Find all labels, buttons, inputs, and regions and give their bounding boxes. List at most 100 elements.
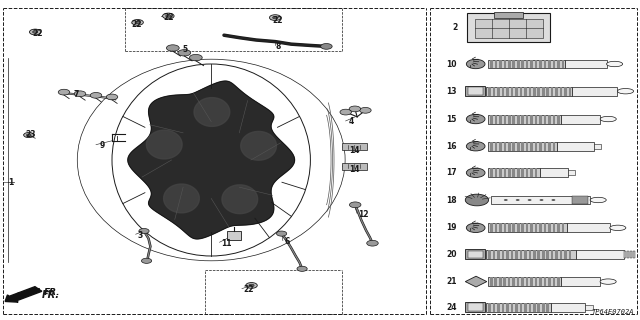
Bar: [342, 163, 367, 170]
Bar: [488, 303, 491, 312]
Bar: [548, 223, 551, 232]
Polygon shape: [147, 130, 182, 159]
Bar: [508, 223, 511, 232]
Bar: [533, 87, 536, 96]
Bar: [504, 60, 506, 68]
Text: 2: 2: [452, 23, 458, 32]
Text: 7: 7: [74, 90, 79, 99]
Bar: [548, 115, 551, 124]
Bar: [490, 115, 493, 124]
Circle shape: [360, 108, 371, 113]
Circle shape: [467, 114, 485, 124]
Bar: [551, 250, 554, 259]
Bar: [634, 251, 636, 258]
Bar: [511, 87, 513, 96]
Bar: [529, 250, 531, 259]
Text: 21: 21: [446, 277, 456, 286]
Bar: [499, 277, 502, 286]
Bar: [531, 142, 533, 151]
Bar: [548, 142, 551, 151]
Bar: [475, 19, 543, 38]
Bar: [538, 87, 540, 96]
Text: 10: 10: [446, 60, 456, 68]
Circle shape: [504, 199, 508, 201]
Bar: [526, 115, 529, 124]
Bar: [495, 60, 497, 68]
Circle shape: [178, 50, 191, 56]
Bar: [526, 277, 529, 286]
Circle shape: [273, 16, 278, 19]
Bar: [544, 115, 547, 124]
Text: 9: 9: [99, 141, 104, 150]
Bar: [488, 250, 491, 259]
Circle shape: [516, 199, 520, 201]
Bar: [522, 60, 524, 68]
Polygon shape: [164, 184, 199, 213]
Bar: [553, 60, 556, 68]
Bar: [520, 87, 522, 96]
Bar: [568, 170, 575, 175]
Bar: [486, 250, 576, 259]
Polygon shape: [465, 276, 487, 287]
Bar: [515, 303, 518, 312]
Bar: [522, 168, 524, 177]
Bar: [502, 87, 504, 96]
Bar: [495, 277, 497, 286]
Bar: [468, 87, 483, 95]
Polygon shape: [222, 185, 258, 214]
Bar: [508, 115, 511, 124]
Bar: [564, 87, 567, 96]
Bar: [488, 277, 561, 286]
Bar: [522, 142, 524, 151]
Bar: [513, 115, 515, 124]
Bar: [490, 168, 493, 177]
Text: 18: 18: [446, 196, 457, 204]
Text: 15: 15: [446, 115, 456, 124]
Bar: [535, 115, 538, 124]
Bar: [342, 143, 367, 150]
Bar: [556, 87, 558, 96]
Bar: [493, 303, 495, 312]
Bar: [495, 115, 497, 124]
Text: 14: 14: [349, 165, 359, 174]
Bar: [508, 60, 511, 68]
Bar: [506, 303, 509, 312]
Bar: [508, 142, 511, 151]
Bar: [553, 277, 556, 286]
Bar: [499, 115, 502, 124]
Bar: [499, 60, 502, 68]
Circle shape: [166, 15, 171, 17]
Ellipse shape: [618, 89, 634, 94]
Ellipse shape: [590, 197, 606, 203]
Bar: [627, 251, 629, 258]
Bar: [497, 303, 500, 312]
Bar: [517, 60, 520, 68]
Bar: [526, 168, 529, 177]
Bar: [513, 223, 515, 232]
Text: 3: 3: [138, 231, 143, 240]
Bar: [522, 223, 524, 232]
Bar: [547, 87, 549, 96]
Bar: [486, 303, 551, 312]
Bar: [517, 168, 520, 177]
Bar: [531, 115, 533, 124]
Bar: [468, 303, 483, 311]
Text: 4: 4: [349, 117, 354, 126]
Text: 5: 5: [182, 45, 188, 54]
Bar: [542, 87, 545, 96]
Bar: [524, 303, 527, 312]
Circle shape: [26, 134, 31, 136]
Bar: [548, 60, 551, 68]
Bar: [494, 12, 523, 18]
Circle shape: [527, 199, 531, 201]
Circle shape: [58, 89, 70, 95]
Circle shape: [189, 54, 202, 61]
Bar: [533, 303, 536, 312]
Bar: [586, 305, 593, 310]
Bar: [565, 60, 607, 68]
Bar: [576, 250, 624, 259]
Bar: [497, 87, 500, 96]
Circle shape: [297, 266, 307, 271]
Circle shape: [246, 283, 257, 288]
Circle shape: [249, 284, 254, 287]
